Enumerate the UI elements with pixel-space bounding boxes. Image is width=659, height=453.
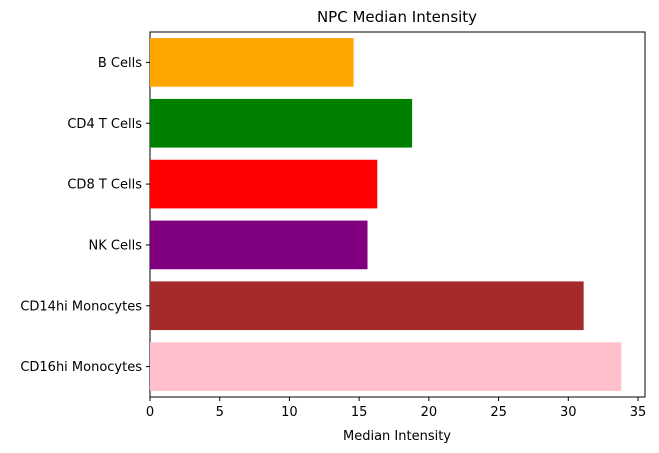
x-axis: 0 5 10 15 20 25 30 35 <box>146 397 646 420</box>
chart-title: NPC Median Intensity <box>317 8 477 26</box>
y-axis: B Cells CD4 T Cells CD8 T Cells NK Cells CD1… <box>20 56 150 375</box>
bar-cd14hi-monocytes <box>150 281 584 331</box>
bar-b-cells <box>150 38 354 87</box>
x-tick-label: 35 <box>630 405 647 420</box>
x-tick-label: 30 <box>560 405 577 420</box>
y-tick-label: CD4 T Cells <box>67 117 142 132</box>
bar-cd8-t-cells <box>150 159 378 209</box>
x-tick-label: 5 <box>216 405 224 420</box>
y-tick-label: CD16hi Monocytes <box>20 360 142 375</box>
x-tick-label: 0 <box>146 405 154 420</box>
bar-cd16hi-monocytes <box>150 342 622 391</box>
bar-nk-cells <box>150 220 368 270</box>
x-tick-label: 25 <box>490 405 507 420</box>
y-tick-label: NK Cells <box>89 238 143 253</box>
y-tick-label: CD14hi Monocytes <box>20 299 142 314</box>
x-tick-label: 15 <box>351 405 368 420</box>
y-tick-label: B Cells <box>98 56 142 71</box>
x-tick-label: 20 <box>421 405 438 420</box>
bars-group <box>150 38 622 391</box>
bar-cd4-t-cells <box>150 98 413 148</box>
plot-area <box>149 31 646 398</box>
x-axis-label: Median Intensity <box>343 429 451 444</box>
x-tick-label: 10 <box>281 405 298 420</box>
y-tick-label: CD8 T Cells <box>67 178 142 193</box>
